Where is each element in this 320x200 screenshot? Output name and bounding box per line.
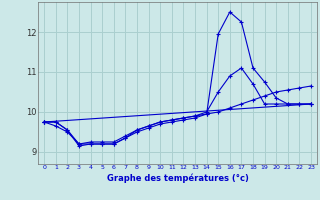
X-axis label: Graphe des températures (°c): Graphe des températures (°c) — [107, 173, 249, 183]
